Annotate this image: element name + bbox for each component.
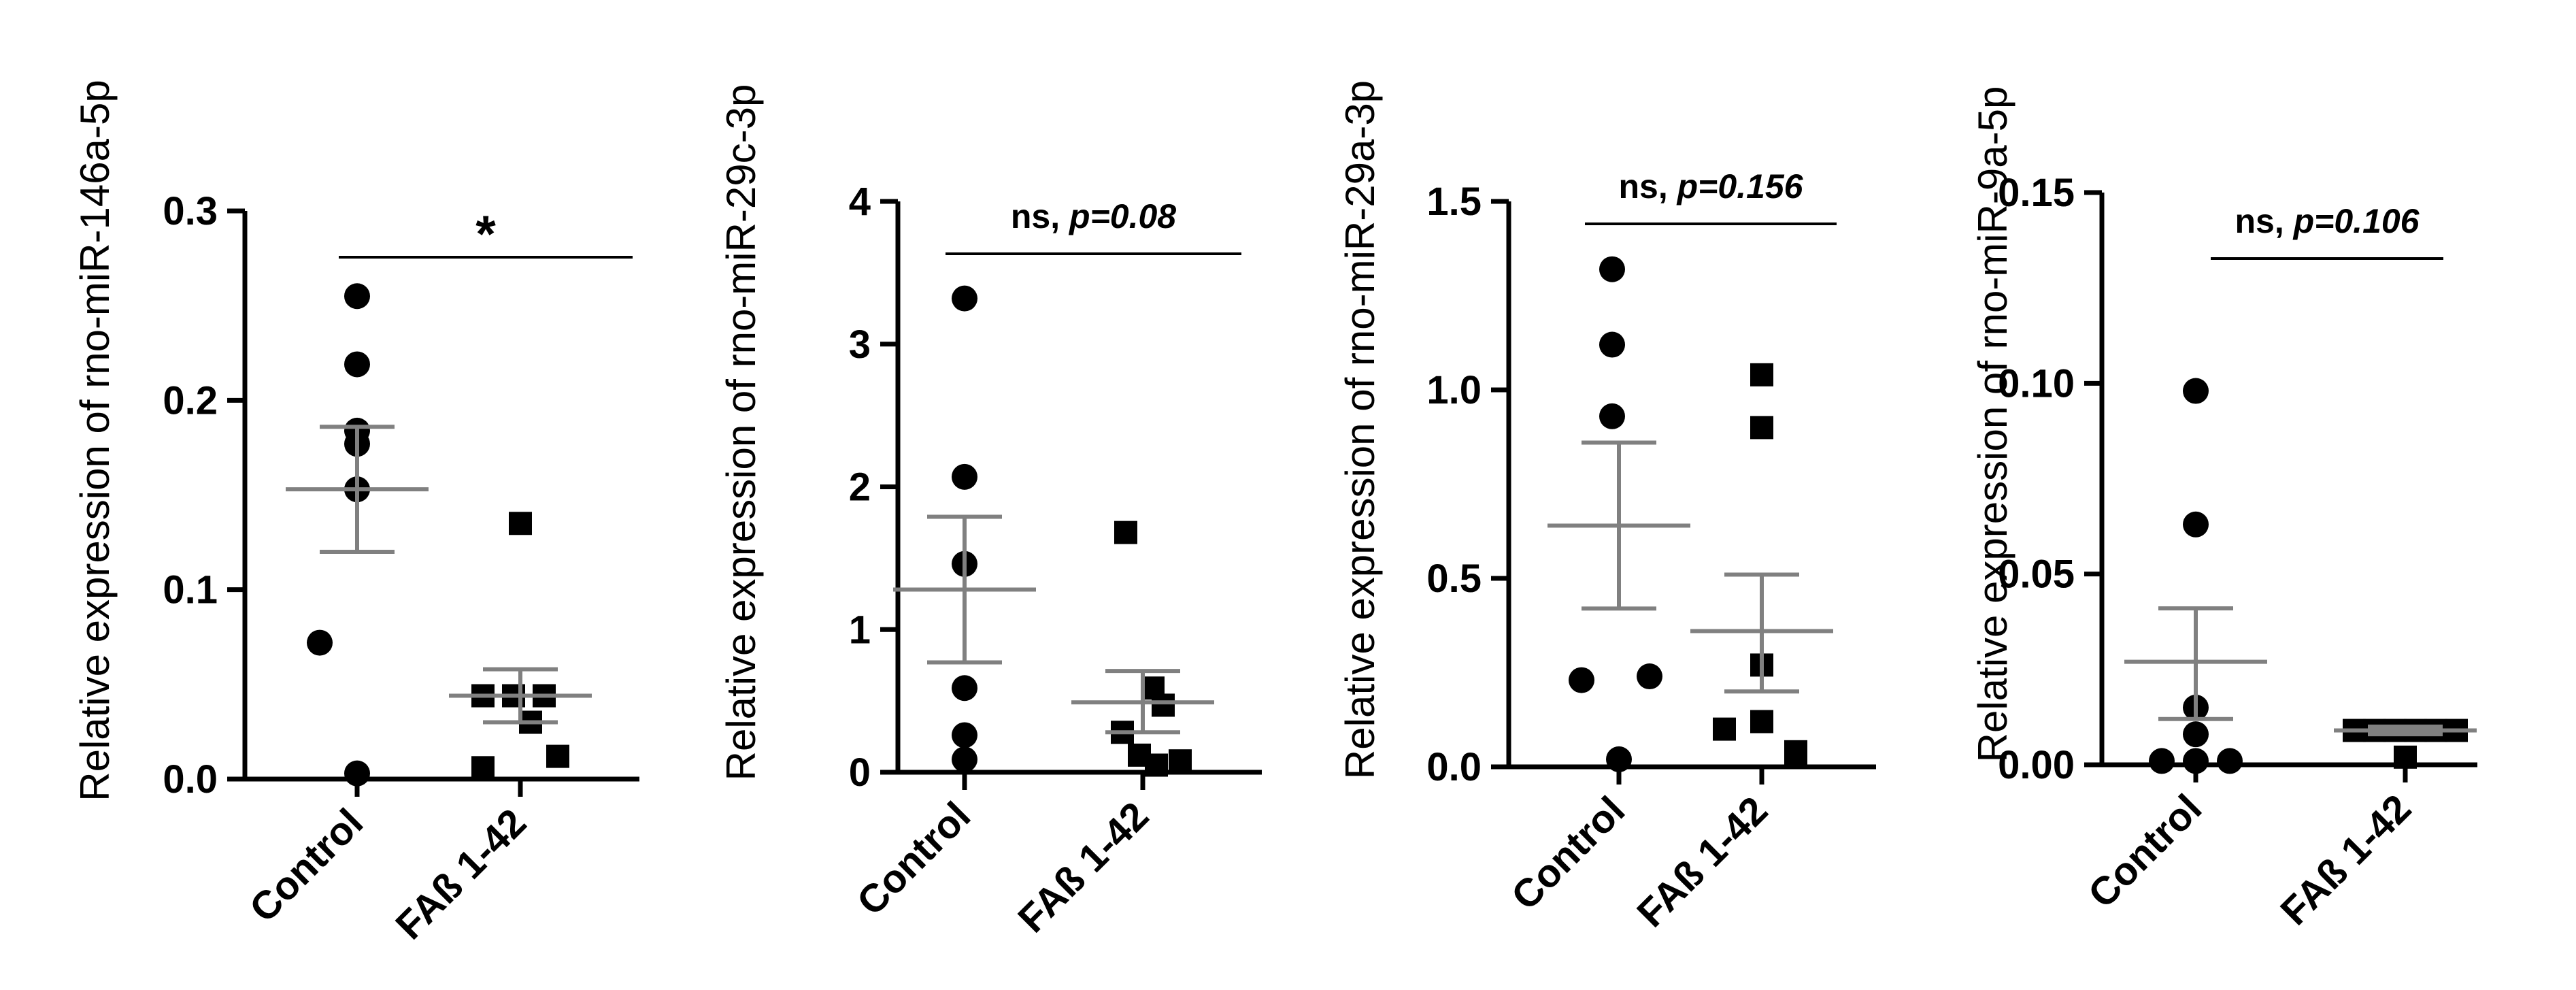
x-tick-label: FAß 1-42	[2272, 786, 2420, 934]
y-tick-label: 0	[849, 750, 871, 795]
data-point-circle	[2149, 748, 2175, 774]
data-point-circle	[1599, 331, 1625, 358]
data-point-square	[1750, 710, 1773, 733]
data-point-square	[1750, 363, 1773, 386]
x-tick-label: Control	[241, 800, 371, 931]
y-tick-label: 2	[849, 465, 871, 510]
y-tick-label: 1.0	[1426, 368, 1482, 412]
y-tick-label: 0.1	[163, 568, 218, 612]
data-point-square	[1750, 416, 1773, 440]
data-point-circle	[1599, 256, 1625, 282]
data-point-circle	[1637, 663, 1662, 690]
x-tick-label: FAß 1-42	[387, 800, 535, 948]
significance-star: *	[475, 205, 496, 263]
data-point-circle	[344, 351, 370, 378]
data-point-circle	[1599, 403, 1625, 429]
y-tick-label: 3	[849, 323, 871, 367]
y-tick-label: 1	[849, 608, 871, 652]
data-point-circle	[2217, 748, 2243, 774]
x-tick-label: FAß 1-42	[1009, 793, 1157, 941]
p-value: p=0.106	[2292, 202, 2420, 240]
p-value: p=0.08	[1068, 197, 1176, 235]
data-point-square	[1145, 753, 1168, 777]
y-tick-label: 0.5	[1426, 557, 1482, 601]
data-point-circle	[2183, 721, 2209, 748]
y-tick-label: 0.10	[1998, 361, 2075, 406]
significance-annotation: ns, p=0.106	[2235, 202, 2420, 240]
data-point-circle	[2183, 378, 2209, 404]
significance-annotation: ns, p=0.08	[1011, 197, 1176, 235]
x-tick-label: Control	[2079, 786, 2210, 917]
y-axis-label: Relative expression of rno-miR-29c-3p	[718, 84, 764, 781]
data-point-square	[1152, 693, 1175, 717]
data-point-circle	[307, 629, 333, 656]
x-tick-label: Control	[848, 793, 979, 924]
data-point-square	[471, 756, 495, 780]
y-tick-label: 0.3	[163, 189, 218, 233]
significance-label: ns,	[1618, 167, 1677, 205]
y-tick-label: 0.05	[1998, 552, 2075, 597]
y-axis-label: Relative expression of rno-miR-29a-3p	[1337, 80, 1383, 779]
y-tick-label: 4	[849, 180, 871, 224]
data-point-circle	[2183, 748, 2209, 774]
data-point-square	[1114, 521, 1137, 544]
data-point-square	[1713, 717, 1736, 741]
data-point-circle	[952, 722, 977, 748]
y-axis-label: Relative expression of rno-miR-9a-5p	[1970, 86, 2015, 763]
y-tick-label: 0.00	[1998, 743, 2075, 787]
x-tick-label: FAß 1-42	[1628, 788, 1776, 936]
data-point-circle	[1606, 746, 1632, 772]
y-axis-label: Relative expression of rno-miR-146a-5p	[72, 80, 118, 802]
data-point-square	[1169, 749, 1192, 773]
data-point-circle	[952, 675, 977, 702]
y-tick-label: 0.15	[1998, 171, 2075, 215]
chart-panel: 0.00 0.05 0.10 0.15 Control FAß 1-42 Relative …	[1970, 86, 2477, 934]
y-tick-label: 1.5	[1426, 180, 1482, 224]
chart-panel: 0 1 2 3 4 Control FAß 1-42 Relative expression …	[718, 84, 1262, 941]
y-tick-label: 0.0	[1426, 745, 1482, 789]
data-point-circle	[1569, 667, 1594, 693]
data-point-square	[546, 744, 569, 768]
data-point-circle	[952, 746, 977, 773]
data-point-circle	[344, 283, 370, 310]
p-value: p=0.156	[1676, 167, 1804, 205]
data-point-circle	[952, 285, 977, 312]
data-point-square	[2394, 745, 2417, 769]
data-point-circle	[952, 463, 977, 490]
data-point-circle	[344, 760, 370, 787]
chart-panel: 0.0 0.1 0.2 0.3 Control FAß 1-42 Relative expr…	[72, 80, 639, 948]
significance-label: ns,	[2235, 202, 2293, 240]
y-tick-label: 0.2	[163, 378, 218, 423]
significance-annotation: ns, p=0.156	[1618, 167, 1803, 205]
data-point-square	[509, 512, 532, 535]
y-tick-label: 0.0	[163, 757, 218, 802]
data-point-square	[1784, 744, 1807, 768]
data-point-circle	[2183, 511, 2209, 538]
significance-label: ns,	[1011, 197, 1069, 235]
x-tick-label: Control	[1503, 788, 1633, 919]
